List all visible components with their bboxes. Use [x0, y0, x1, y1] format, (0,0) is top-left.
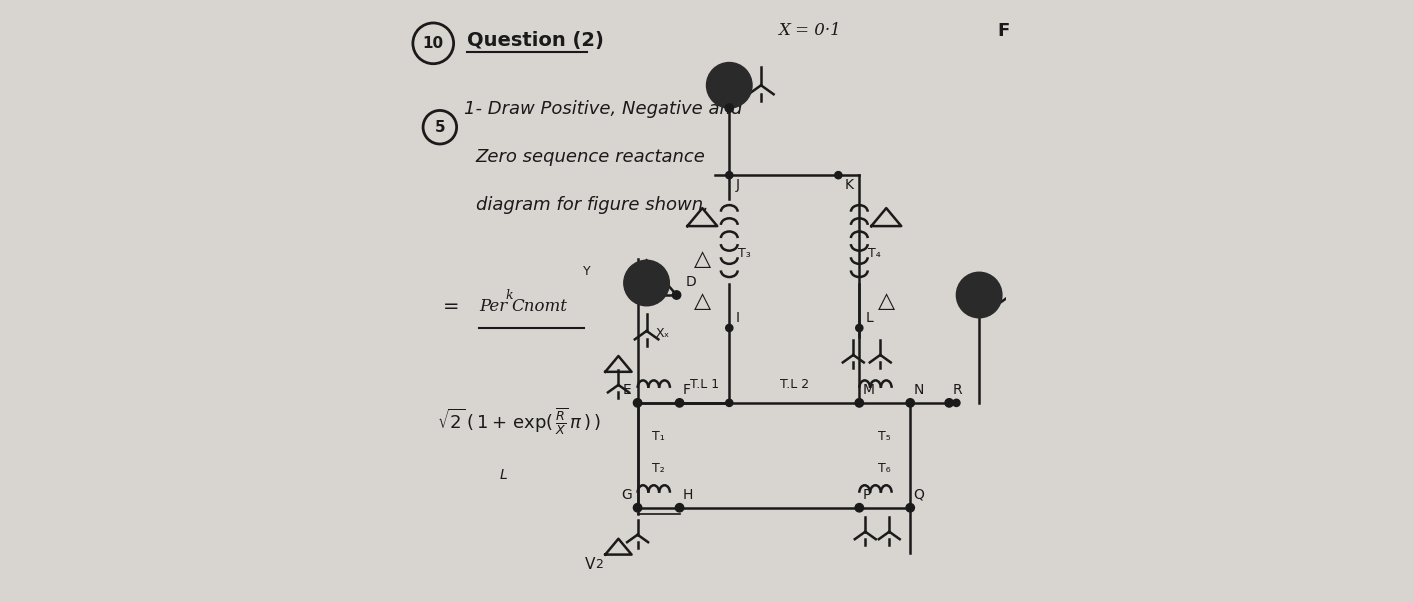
- Circle shape: [633, 503, 642, 512]
- Circle shape: [623, 260, 670, 306]
- Text: 2: 2: [595, 558, 602, 571]
- Circle shape: [675, 399, 684, 407]
- Text: T₅: T₅: [879, 430, 892, 443]
- Text: P: P: [862, 488, 870, 501]
- Text: △: △: [877, 291, 894, 311]
- Text: Q: Q: [913, 488, 924, 501]
- Text: J: J: [735, 178, 739, 192]
- Text: L: L: [865, 311, 873, 325]
- Text: △: △: [694, 291, 711, 311]
- Circle shape: [855, 503, 863, 512]
- Circle shape: [725, 104, 733, 112]
- Circle shape: [945, 399, 954, 407]
- Text: Zero sequence reactance: Zero sequence reactance: [476, 148, 705, 166]
- Text: X = 0·1: X = 0·1: [779, 22, 841, 39]
- Text: M: M: [862, 383, 875, 397]
- Text: 10: 10: [422, 36, 444, 51]
- Text: T₃: T₃: [738, 247, 750, 259]
- Text: 1- Draw Positive, Negative and: 1- Draw Positive, Negative and: [463, 101, 742, 118]
- Circle shape: [726, 324, 733, 332]
- Circle shape: [673, 291, 681, 299]
- Text: △: △: [694, 249, 711, 269]
- Circle shape: [906, 503, 914, 512]
- Text: k: k: [506, 288, 513, 302]
- Text: F: F: [682, 383, 691, 397]
- Circle shape: [675, 503, 684, 512]
- Text: I: I: [735, 311, 739, 325]
- Text: Cnomt: Cnomt: [512, 299, 568, 315]
- Text: L: L: [500, 468, 507, 482]
- Text: T₁: T₁: [653, 430, 666, 443]
- Text: G: G: [620, 488, 632, 501]
- Text: 5: 5: [435, 120, 445, 135]
- Text: T₂: T₂: [653, 462, 666, 475]
- Text: Xₓ: Xₓ: [656, 327, 670, 341]
- Circle shape: [856, 399, 863, 406]
- Circle shape: [726, 172, 733, 179]
- Text: T.L 1: T.L 1: [690, 378, 719, 391]
- Text: F: F: [998, 22, 1009, 40]
- Text: G: G: [971, 288, 981, 302]
- Text: D: D: [685, 275, 697, 289]
- Circle shape: [906, 399, 914, 407]
- Text: Per: Per: [479, 299, 507, 315]
- Circle shape: [952, 399, 959, 406]
- Circle shape: [835, 172, 842, 179]
- Circle shape: [706, 63, 752, 108]
- Text: E: E: [623, 383, 632, 397]
- Circle shape: [856, 324, 863, 332]
- Text: diagram for figure shown.: diagram for figure shown.: [476, 196, 709, 214]
- Circle shape: [957, 272, 1002, 318]
- Text: Y: Y: [582, 264, 591, 278]
- Text: T₄: T₄: [869, 247, 882, 259]
- Text: T₆: T₆: [879, 462, 892, 475]
- Text: K: K: [845, 178, 853, 192]
- Circle shape: [726, 399, 733, 406]
- Circle shape: [855, 399, 863, 407]
- Text: R: R: [952, 383, 962, 397]
- Text: V: V: [585, 557, 595, 572]
- Text: T.L 2: T.L 2: [780, 378, 808, 391]
- Text: $\sqrt{2}\,(\,1+\,\exp(\,\overline{\frac{R}{X}}\,\pi\,)\,)$: $\sqrt{2}\,(\,1+\,\exp(\,\overline{\frac…: [437, 405, 601, 436]
- Text: N: N: [913, 383, 924, 397]
- Text: G: G: [721, 79, 732, 92]
- Text: =: =: [442, 297, 459, 317]
- Text: Question (2): Question (2): [466, 31, 603, 50]
- Circle shape: [633, 399, 642, 407]
- Text: H: H: [682, 488, 692, 501]
